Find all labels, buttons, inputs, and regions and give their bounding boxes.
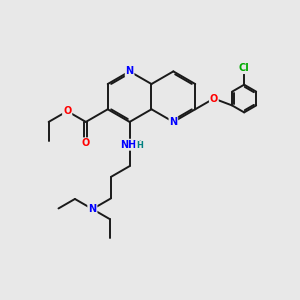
Text: Cl: Cl <box>239 63 250 73</box>
Text: N: N <box>169 117 177 127</box>
Text: NH: NH <box>122 140 138 150</box>
Text: O: O <box>82 138 90 148</box>
Text: O: O <box>63 106 71 116</box>
Text: H: H <box>136 141 143 150</box>
Text: O: O <box>82 138 90 148</box>
Text: N: N <box>88 204 97 214</box>
Text: N: N <box>125 66 134 76</box>
Text: O: O <box>210 94 218 103</box>
Text: O: O <box>63 106 71 116</box>
Text: NH: NH <box>120 140 136 150</box>
Text: N: N <box>88 204 97 214</box>
Text: H: H <box>134 140 141 149</box>
